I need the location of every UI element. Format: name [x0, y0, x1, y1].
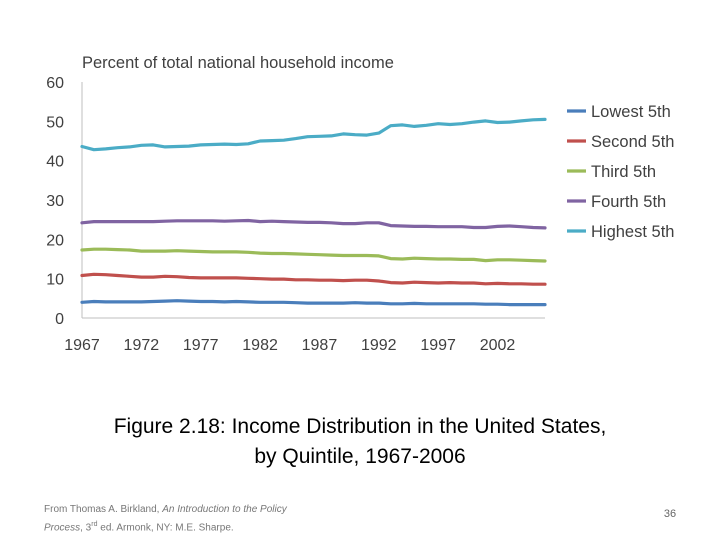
page-number: 36 — [663, 508, 677, 520]
legend-label-highest-5th: Highest 5th — [591, 223, 674, 241]
legend-label-second-5th: Second 5th — [591, 133, 674, 151]
caption-line-2: by Quintile, 1967-2006 — [254, 445, 466, 468]
series-line-third-5th — [80, 247, 547, 263]
x-tick-label: 1977 — [183, 337, 219, 354]
x-tick-label: 1997 — [420, 337, 456, 354]
income-distribution-chart: Percent of total national household inco… — [46, 54, 674, 354]
chart-title: Percent of total national household inco… — [82, 54, 394, 72]
x-tick-label: 1972 — [124, 337, 160, 354]
series-line-highest-5th — [80, 117, 547, 152]
x-tick-label: 1992 — [361, 337, 397, 354]
x-tick-label: 2002 — [480, 337, 516, 354]
figure-caption: Figure 2.18: Income Distribution in the … — [30, 412, 690, 472]
y-tick-label: 20 — [46, 232, 64, 249]
series-line-second-5th — [80, 272, 547, 286]
x-tick-label: 1987 — [302, 337, 338, 354]
y-tick-label: 0 — [55, 311, 64, 328]
legend-label-lowest-5th: Lowest 5th — [591, 103, 671, 121]
x-axis-ticks: 1967 1972 1977 1982 1987 1992 1997 2002 — [64, 337, 515, 354]
legend: Lowest 5th Second 5th Third 5th Fourth 5th H… — [567, 103, 674, 241]
legend-label-fourth-5th: Fourth 5th — [591, 193, 666, 211]
series-lines — [80, 117, 547, 307]
y-tick-label: 50 — [46, 114, 64, 131]
x-tick-label: 1982 — [242, 337, 278, 354]
x-tick-label: 1967 — [64, 337, 100, 354]
y-tick-label: 10 — [46, 272, 64, 289]
y-tick-label: 60 — [46, 75, 64, 92]
series-line-fourth-5th — [80, 218, 547, 230]
legend-label-third-5th: Third 5th — [591, 163, 656, 181]
caption-line-1: Figure 2.18: Income Distribution in the … — [113, 415, 607, 438]
source-citation: From Thomas A. Birkland, An Introduction… — [44, 504, 287, 534]
y-axis-ticks: 0 10 20 30 40 50 60 — [46, 75, 64, 328]
y-tick-label: 30 — [46, 193, 64, 210]
y-tick-label: 40 — [46, 154, 64, 171]
series-line-lowest-5th — [80, 299, 547, 307]
